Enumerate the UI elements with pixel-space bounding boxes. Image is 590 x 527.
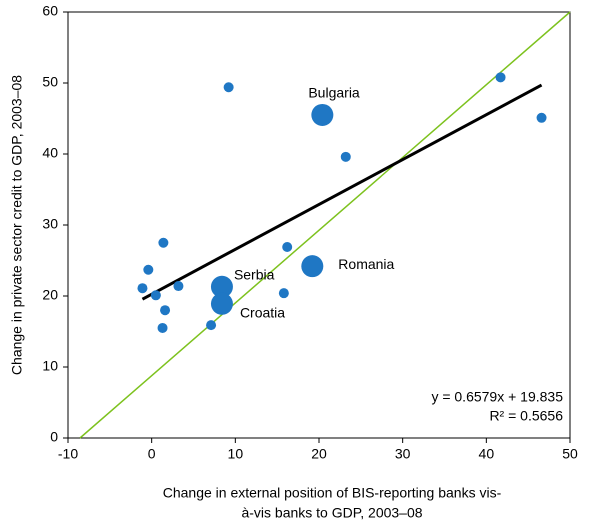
point [160,305,171,316]
trend-line [141,83,543,301]
x-tick-label: 40 [479,446,495,462]
point [173,281,184,292]
y-tick-label: 60 [42,3,58,19]
y-tick-label: 0 [50,429,58,445]
point [278,288,289,299]
x-tick-label: 0 [148,446,156,462]
point [282,242,293,253]
x-axis-title: Change in external position of BIS-repor… [163,485,502,501]
plot-frame [67,11,571,439]
equation: R² = 0.5656 [489,408,563,424]
y-tick-label: 50 [42,74,58,90]
x-tick-label: 50 [562,446,578,462]
point [340,151,351,162]
point [137,283,148,294]
point [157,322,168,333]
x-axis-title: à-vis banks to GDP, 2003–08 [241,505,422,521]
reference-line [79,11,571,439]
point-label: Romania [338,256,394,272]
y-tick-label: 30 [42,216,58,232]
x-tick-label: 30 [395,446,411,462]
point [223,82,234,93]
y-axis-title: Change in private sector credit to GDP, … [9,75,25,375]
point [210,275,233,298]
point [495,72,506,83]
point [210,292,233,315]
point [206,320,217,331]
point-label: Serbia [234,266,275,282]
point [158,237,169,248]
y-tick-label: 40 [42,145,58,161]
point-label: Bulgaria [308,85,360,101]
point [536,112,547,123]
point-label: Croatia [240,305,285,321]
point [301,255,324,278]
x-tick-label: 10 [228,446,244,462]
y-tick-label: 10 [42,358,58,374]
x-tick-label: -10 [58,446,78,462]
x-tick-label: 20 [311,446,327,462]
point [150,290,161,301]
y-tick-label: 20 [42,287,58,303]
point [311,103,334,126]
equation: y = 0.6579x + 19.835 [431,389,563,405]
point [143,264,154,275]
